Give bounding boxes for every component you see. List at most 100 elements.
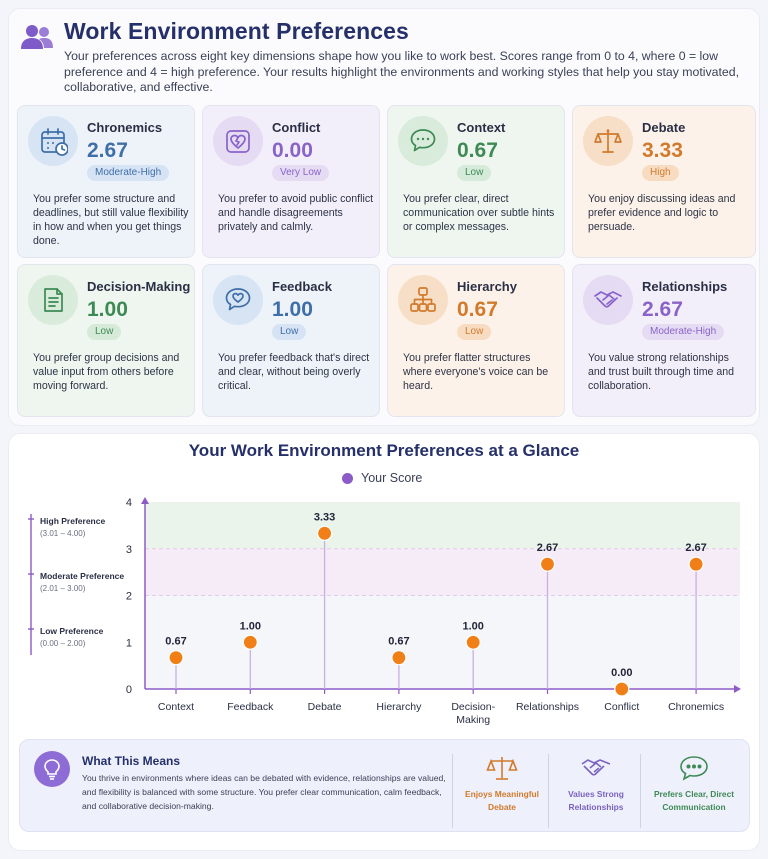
divider: [452, 754, 453, 828]
y-tick-label: 4: [126, 497, 132, 509]
data-label: 0.67: [388, 636, 409, 648]
x-tick-label: Chronemics: [668, 701, 724, 713]
band-label-moderate: Moderate Preference: [40, 571, 125, 581]
chat-bubble-icon: [398, 116, 448, 166]
data-label: 1.00: [240, 620, 261, 632]
data-label: 0.00: [611, 667, 632, 679]
card-name: Hierarchy: [457, 279, 517, 294]
y-tick-label: 3: [126, 544, 132, 556]
card-name: Decision-Making: [87, 279, 191, 294]
x-tick-label: Relationships: [516, 701, 579, 713]
handshake-icon: [551, 754, 641, 782]
heart-chat-icon: [213, 275, 263, 325]
scales-icon: [457, 754, 547, 782]
x-tick-label: Conflict: [604, 701, 639, 713]
heart-puzzle-icon: [213, 116, 263, 166]
preference-card-hierarchy: Hierarchy 0.67 Low You prefer flatter struc…: [387, 264, 565, 417]
handshake-icon: [583, 275, 633, 325]
level-badge: Moderate-High: [642, 324, 725, 340]
preference-card-conflict: Conflict 0.00 Very Low You prefer to avoid …: [202, 105, 380, 258]
chat-bubble-icon: [649, 754, 739, 782]
highlight-label: Enjoys Meaningful Debate: [465, 789, 539, 812]
card-description: You prefer some structure and deadlines,…: [33, 193, 189, 247]
chart-title: Your Work Environment Preferences at a G…: [188, 441, 580, 460]
preference-card-relationships: Relationships 2.67 Moderate-High You value …: [572, 264, 756, 417]
lightbulb-icon: [34, 751, 70, 787]
preference-cards: Chronemics 2.67 Moderate-High You prefer so…: [17, 105, 756, 417]
card-score: 0.67: [457, 298, 498, 321]
card-name: Feedback: [272, 279, 332, 294]
highlight-label: Prefers Clear, Direct Communication: [653, 789, 735, 812]
card-description: You prefer to avoid public conflict and …: [218, 193, 374, 233]
card-name: Context: [457, 120, 506, 135]
level-badge: Very Low: [272, 165, 330, 181]
level-badge: Low: [272, 324, 307, 340]
band-1: [145, 548, 740, 596]
data-label: 2.67: [685, 542, 706, 554]
card-name: Conflict: [272, 120, 321, 135]
document-icon: [28, 275, 78, 325]
point-context: [168, 650, 184, 666]
preference-card-debate: Debate 3.33 High You enjoy discussing ideas…: [572, 105, 756, 258]
card-description: You value strong relationships and trust…: [588, 352, 735, 392]
preference-card-feedback: Feedback 1.00 Low You prefer feedback that'…: [202, 264, 380, 417]
scales-icon: [583, 116, 633, 166]
band-range-low: (0.00 – 2.00): [40, 639, 86, 648]
card-score: 0.00: [272, 139, 313, 162]
band-label-high: High Preference: [40, 516, 106, 526]
highlight-debate: Enjoys Meaningful Debate: [457, 754, 547, 814]
y-tick-label: 0: [126, 684, 132, 696]
x-tick-label: Hierarchy: [376, 701, 422, 713]
x-tick-label: Debate: [308, 701, 342, 713]
preference-chart: 0 1 2 3 4 0.67 Context 1.00 Feedback 3.33 Debate 0.…: [28, 497, 741, 726]
legend-dot: [342, 472, 353, 484]
band-range-high: (3.01 – 4.00): [40, 529, 86, 538]
card-description: You prefer flatter structures where ever…: [403, 352, 549, 392]
data-label: 0.67: [165, 636, 186, 648]
band-range-moderate: (2.01 – 3.00): [40, 584, 86, 593]
preference-card-context: Context 0.67 Low You prefer clear, direct c…: [387, 105, 565, 258]
data-label: 2.67: [537, 542, 558, 554]
point-feedback: [242, 634, 258, 650]
summary-text: You thrive in environments where ideas c…: [82, 773, 446, 811]
y-axis-arrow: [141, 497, 149, 504]
level-badge: Low: [457, 324, 492, 340]
divider: [640, 754, 641, 828]
preference-card-chronemics: Chronemics 2.67 Moderate-High You prefer so…: [17, 105, 195, 258]
calendar-icon: [28, 116, 78, 166]
org-chart-icon: [398, 275, 448, 325]
card-score: 3.33: [642, 139, 683, 162]
highlight-communication: Prefers Clear, Direct Communication: [649, 754, 739, 814]
x-tick-label: Feedback: [227, 701, 274, 713]
divider: [548, 754, 549, 828]
point-hierarchy: [391, 650, 407, 666]
card-description: You prefer clear, direct communication o…: [403, 193, 555, 233]
card-description: You prefer group decisions and value inp…: [33, 352, 180, 392]
x-tick-label: Decision-Making: [451, 701, 495, 726]
card-score: 2.67: [87, 139, 128, 162]
chart-legend: Your Score: [342, 471, 422, 485]
card-score: 1.00: [272, 298, 313, 321]
band-label-low: Low Preference: [40, 626, 104, 636]
people-icon: [20, 22, 54, 52]
point-debate: [317, 525, 333, 541]
y-tick-label: 2: [126, 591, 132, 603]
card-score: 1.00: [87, 298, 128, 321]
point-chronemics: [688, 556, 704, 572]
summary-heading: What This Means: [82, 754, 181, 768]
preference-card-decision-making: Decision-Making 1.00 Low You prefer group d…: [17, 264, 195, 417]
level-badge: Moderate-High: [87, 165, 170, 181]
card-score: 0.67: [457, 139, 498, 162]
x-axis-arrow: [734, 685, 741, 693]
y-tick-label: 1: [126, 637, 132, 649]
data-label: 1.00: [462, 620, 483, 632]
level-badge: Low: [457, 165, 492, 181]
intro-text: Your preferences across eight key dimens…: [64, 49, 740, 94]
what-this-means: What This Means You thrive in environmen…: [19, 739, 750, 832]
point-decision-making: [465, 634, 481, 650]
highlight-label: Values Strong Relationships: [568, 789, 624, 812]
band-0: [145, 502, 740, 549]
highlight-relationships: Values Strong Relationships: [551, 754, 641, 814]
level-badge: High: [642, 165, 679, 181]
level-badge: Low: [87, 324, 122, 340]
